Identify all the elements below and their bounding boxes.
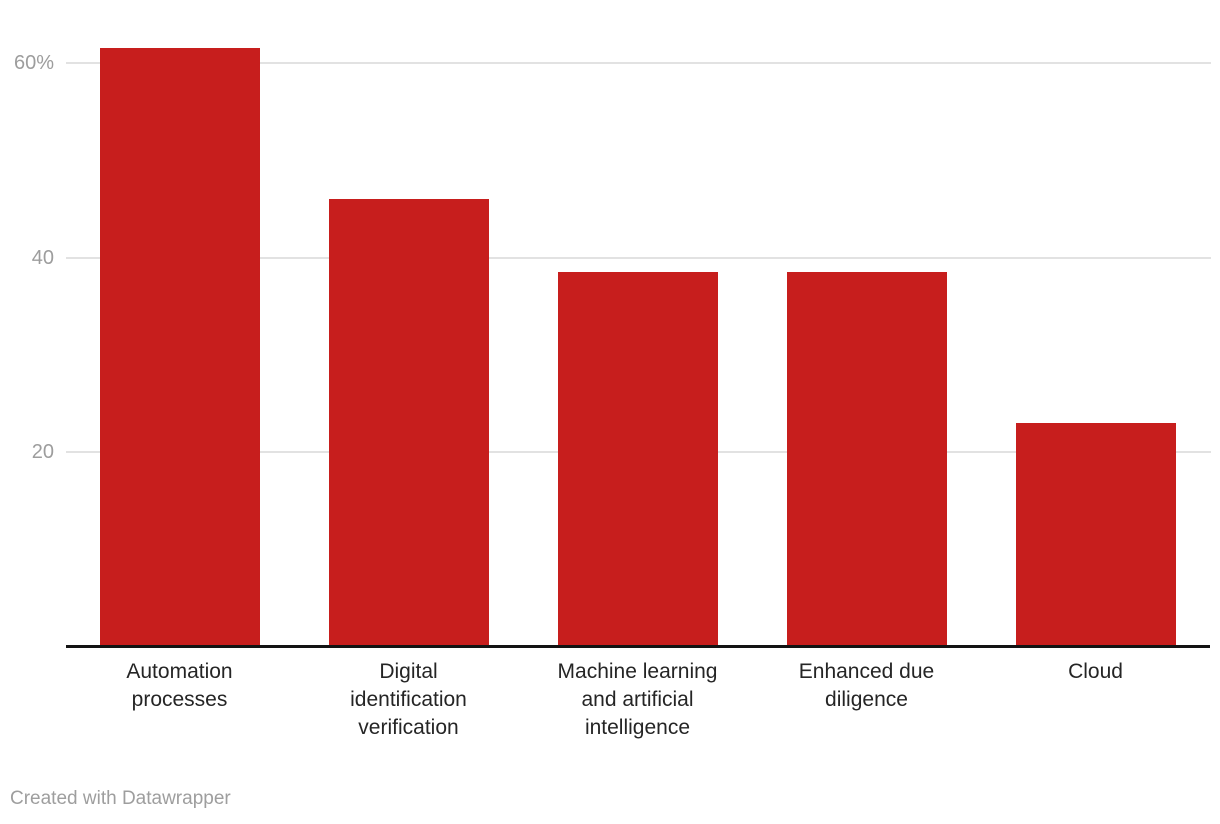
category-label-line: Machine learning — [557, 660, 718, 683]
bar-cloud[interactable] — [1015, 423, 1176, 647]
category-label-line: intelligence — [584, 716, 691, 739]
bar-slot-1 — [294, 20, 523, 647]
category-label-0: Automation processes — [65, 658, 294, 742]
category-label-4: Cloud — [981, 658, 1210, 742]
category-label-line: identification — [350, 688, 467, 711]
bar-digital-identification-verification[interactable] — [328, 199, 489, 647]
bar-slot-3 — [752, 20, 981, 647]
y-tick-label-40: 40 — [31, 246, 54, 269]
category-label-1: Digital identification verification — [294, 658, 523, 742]
bar-machine-learning-and-artificial-intelligence[interactable] — [557, 272, 718, 647]
bar-slot-0 — [65, 20, 294, 647]
y-tick-label-20: 20 — [31, 441, 54, 464]
x-axis-labels: Automation processes Digital identification… — [65, 658, 1210, 742]
bar-slot-2 — [523, 20, 752, 647]
category-label-3: Enhanced due diligence — [752, 658, 981, 742]
datawrapper-attribution: Created with Datawrapper — [10, 788, 231, 809]
category-label-line: Automation — [126, 660, 233, 683]
gridline-60: 60% — [14, 53, 1211, 73]
bar-enhanced-due-diligence[interactable] — [786, 272, 947, 647]
x-axis-line — [66, 645, 1210, 648]
category-label-line: diligence — [825, 688, 908, 711]
category-label-line: processes — [131, 688, 228, 711]
category-label-line: Cloud — [1068, 660, 1123, 683]
category-label-line: Digital — [379, 660, 438, 683]
plot-area: 20 40 60% — [14, 20, 1211, 647]
category-label-line: Enhanced due — [798, 660, 935, 683]
y-tick-label-60: 60% — [13, 51, 54, 74]
bar-slot-4 — [981, 20, 1210, 647]
bars-container — [65, 20, 1210, 647]
category-label-line: verification — [358, 716, 459, 739]
bar-automation-processes[interactable] — [99, 48, 260, 647]
category-label-line: and artificial — [581, 688, 694, 711]
gridline-40: 40 — [32, 248, 1211, 268]
category-label-2: Machine learning and artificial intelligen… — [523, 658, 752, 742]
